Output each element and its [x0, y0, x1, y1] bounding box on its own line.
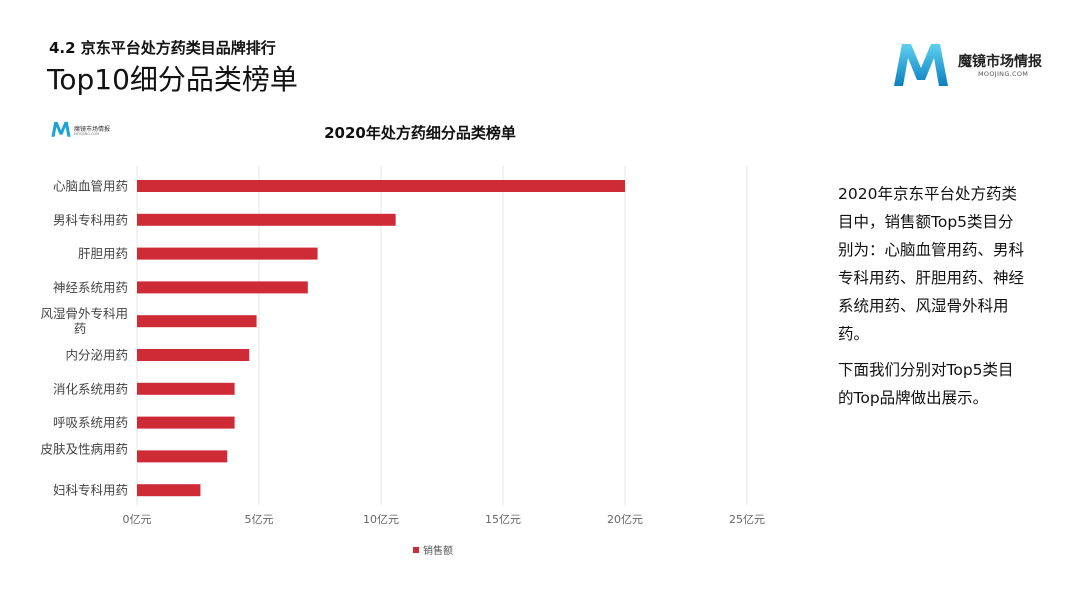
- category-label: 风湿骨外专科用: [40, 306, 128, 321]
- section-title: 4.2 京东平台处方药类目品牌排行: [49, 39, 276, 57]
- bar: [137, 315, 257, 328]
- x-tick-label: 25亿元: [729, 513, 765, 526]
- x-tick-label: 0亿元: [123, 513, 152, 526]
- category-label: 妇科专科用药: [53, 483, 128, 498]
- category-label: 肝胆用药: [78, 246, 128, 261]
- x-tick-label: 15亿元: [485, 513, 521, 526]
- bar: [137, 349, 250, 361]
- legend-swatch: [413, 547, 419, 553]
- brand-logo: 魔镜市场情报 MOOJING.COM: [890, 40, 1060, 90]
- category-label: 男科专科用药: [53, 212, 128, 227]
- chart-logo-name: 魔镜市场情报: [74, 126, 111, 133]
- brand-name: 魔镜市场情报: [958, 54, 1042, 70]
- description-paragraph-1: 2020年京东平台处方药类目中，销售额Top5类目分别为：心脑血管用药、男科专科…: [838, 185, 1025, 343]
- description-paragraph-2: 下面我们分别对Top5类目的Top品牌做出展示。: [838, 361, 1014, 407]
- chart-watermark-logo: 魔镜市场情报 MOOJING.COM: [50, 120, 130, 140]
- bar: [137, 382, 235, 395]
- category-label: 消化系统用药: [53, 381, 128, 396]
- chart-title: 2020年处方药细分品类榜单: [324, 124, 516, 142]
- legend-label: 销售额: [423, 544, 453, 557]
- brand-m-icon: [894, 44, 948, 86]
- bar: [137, 247, 318, 260]
- chart-logo-url: MOOJING.COM: [74, 132, 100, 136]
- x-tick-label: 10亿元: [363, 513, 399, 526]
- category-label: 呼吸系统用药: [53, 415, 128, 430]
- page-title: Top10细分品类榜单: [47, 63, 298, 96]
- category-label-cont: 药: [74, 321, 87, 336]
- chart-logo-m-icon: [51, 121, 71, 137]
- bar: [137, 450, 228, 463]
- bar: [137, 180, 625, 192]
- bar: [137, 281, 308, 294]
- x-tick-label: 20亿元: [607, 513, 643, 526]
- description-panel: 2020年京东平台处方药类目中，销售额Top5类目分别为：心脑血管用药、男科专科…: [838, 180, 1028, 420]
- x-tick-label: 5亿元: [245, 513, 274, 526]
- category-label: 神经系统用药: [53, 280, 128, 295]
- category-label: 内分泌用药: [65, 348, 128, 363]
- category-label: 心脑血管用药: [53, 179, 128, 194]
- category-label: 皮肤及性病用药: [40, 441, 128, 456]
- bar: [137, 213, 396, 226]
- bar: [137, 484, 201, 497]
- brand-url: MOOJING.COM: [978, 70, 1029, 78]
- bar: [137, 416, 235, 429]
